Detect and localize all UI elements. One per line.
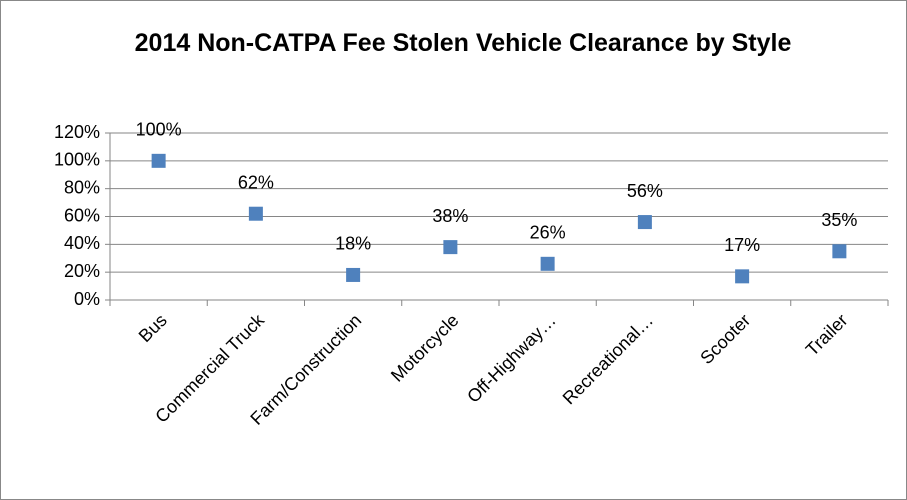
marker	[735, 269, 750, 284]
x-tick-label: Motorcycle	[387, 310, 463, 386]
data-label: 56%	[627, 181, 663, 201]
x-tick-label: Scooter	[696, 310, 754, 368]
marker	[443, 240, 458, 255]
chart-title: 2014 Non-CATPA Fee Stolen Vehicle Cleara…	[134, 29, 792, 57]
y-tick-label: 120%	[54, 122, 100, 142]
y-tick-label: 100%	[54, 150, 100, 170]
x-tick-label: Recreational…	[559, 310, 657, 408]
data-label: 18%	[335, 234, 371, 254]
marker	[151, 153, 166, 168]
data-label: 35%	[821, 210, 857, 230]
x-tick-label: Bus	[135, 310, 171, 346]
y-tick-label: 0%	[74, 289, 100, 309]
x-tick-label: Trailer	[802, 310, 852, 360]
y-tick-label: 60%	[64, 205, 100, 225]
data-label: 17%	[724, 235, 760, 255]
data-label: 62%	[238, 172, 274, 192]
marker	[540, 256, 555, 271]
marker	[637, 215, 652, 230]
marker	[832, 244, 847, 259]
data-label: 38%	[432, 206, 468, 226]
marker	[248, 206, 263, 221]
marker	[346, 267, 361, 282]
x-tick-label: Off-Highway…	[463, 310, 560, 407]
y-tick-label: 80%	[64, 177, 100, 197]
data-label: 100%	[136, 120, 182, 140]
data-label: 26%	[530, 223, 566, 243]
y-tick-label: 40%	[64, 233, 100, 253]
y-tick-label: 20%	[64, 261, 100, 281]
